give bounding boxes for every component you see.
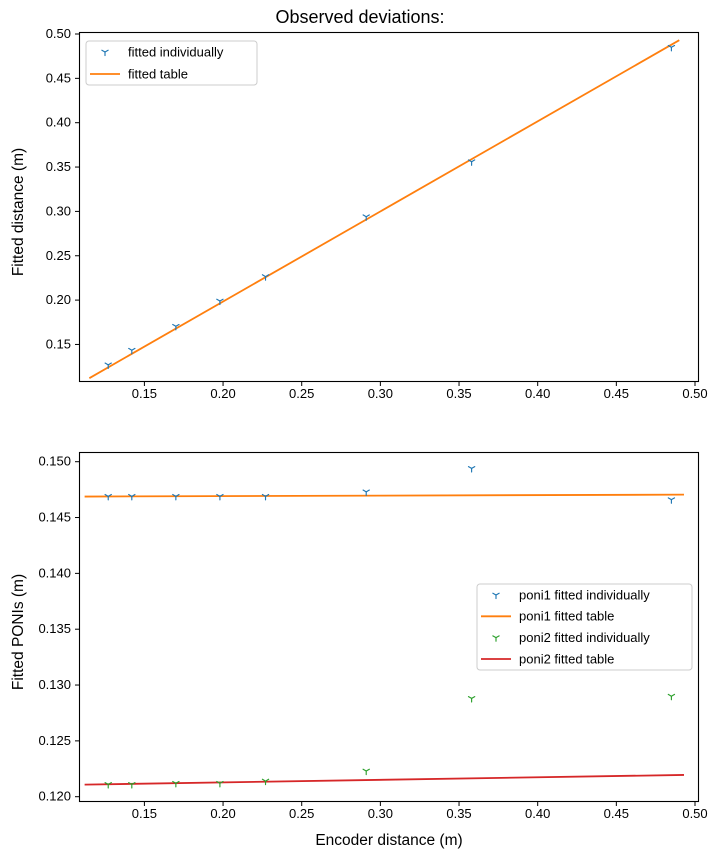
svg-text:0.35: 0.35 (46, 159, 71, 174)
svg-text:0.50: 0.50 (46, 26, 71, 41)
svg-text:Observed deviations:: Observed deviations: (275, 7, 444, 27)
svg-text:Fitted PONIs (m): Fitted PONIs (m) (10, 574, 27, 690)
svg-text:0.130: 0.130 (38, 677, 71, 692)
svg-text:0.25: 0.25 (289, 386, 314, 401)
svg-text:0.140: 0.140 (38, 565, 71, 580)
svg-text:0.15: 0.15 (46, 336, 71, 351)
svg-text:poni2 fitted individually: poni2 fitted individually (519, 630, 650, 645)
svg-text:0.25: 0.25 (289, 806, 314, 821)
svg-text:Fitted distance (m): Fitted distance (m) (10, 148, 27, 276)
svg-text:0.40: 0.40 (46, 115, 71, 130)
svg-text:poni1 fitted table: poni1 fitted table (519, 609, 614, 624)
svg-text:0.45: 0.45 (604, 806, 629, 821)
svg-text:Encoder distance (m): Encoder distance (m) (315, 832, 462, 849)
svg-text:0.145: 0.145 (38, 510, 71, 525)
svg-text:0.30: 0.30 (368, 806, 393, 821)
svg-text:0.125: 0.125 (38, 733, 71, 748)
svg-text:0.25: 0.25 (46, 248, 71, 263)
svg-text:poni1 fitted individually: poni1 fitted individually (519, 587, 650, 602)
svg-text:0.135: 0.135 (38, 621, 71, 636)
svg-text:0.150: 0.150 (38, 454, 71, 469)
svg-text:0.30: 0.30 (46, 203, 71, 218)
svg-text:0.35: 0.35 (446, 386, 471, 401)
svg-text:fitted individually: fitted individually (128, 44, 224, 59)
svg-text:0.45: 0.45 (604, 386, 629, 401)
svg-text:0.15: 0.15 (132, 806, 157, 821)
svg-text:fitted table: fitted table (128, 66, 188, 81)
svg-text:0.40: 0.40 (525, 806, 550, 821)
svg-text:poni2 fitted table: poni2 fitted table (519, 651, 614, 666)
svg-text:0.120: 0.120 (38, 789, 71, 804)
svg-text:0.50: 0.50 (682, 386, 707, 401)
svg-text:0.20: 0.20 (46, 292, 71, 307)
svg-text:0.45: 0.45 (46, 70, 71, 85)
svg-text:0.35: 0.35 (446, 806, 471, 821)
svg-text:0.30: 0.30 (368, 386, 393, 401)
svg-text:0.20: 0.20 (210, 806, 235, 821)
svg-text:0.50: 0.50 (682, 806, 707, 821)
svg-text:0.20: 0.20 (210, 386, 235, 401)
svg-text:0.40: 0.40 (525, 386, 550, 401)
svg-text:0.15: 0.15 (132, 386, 157, 401)
